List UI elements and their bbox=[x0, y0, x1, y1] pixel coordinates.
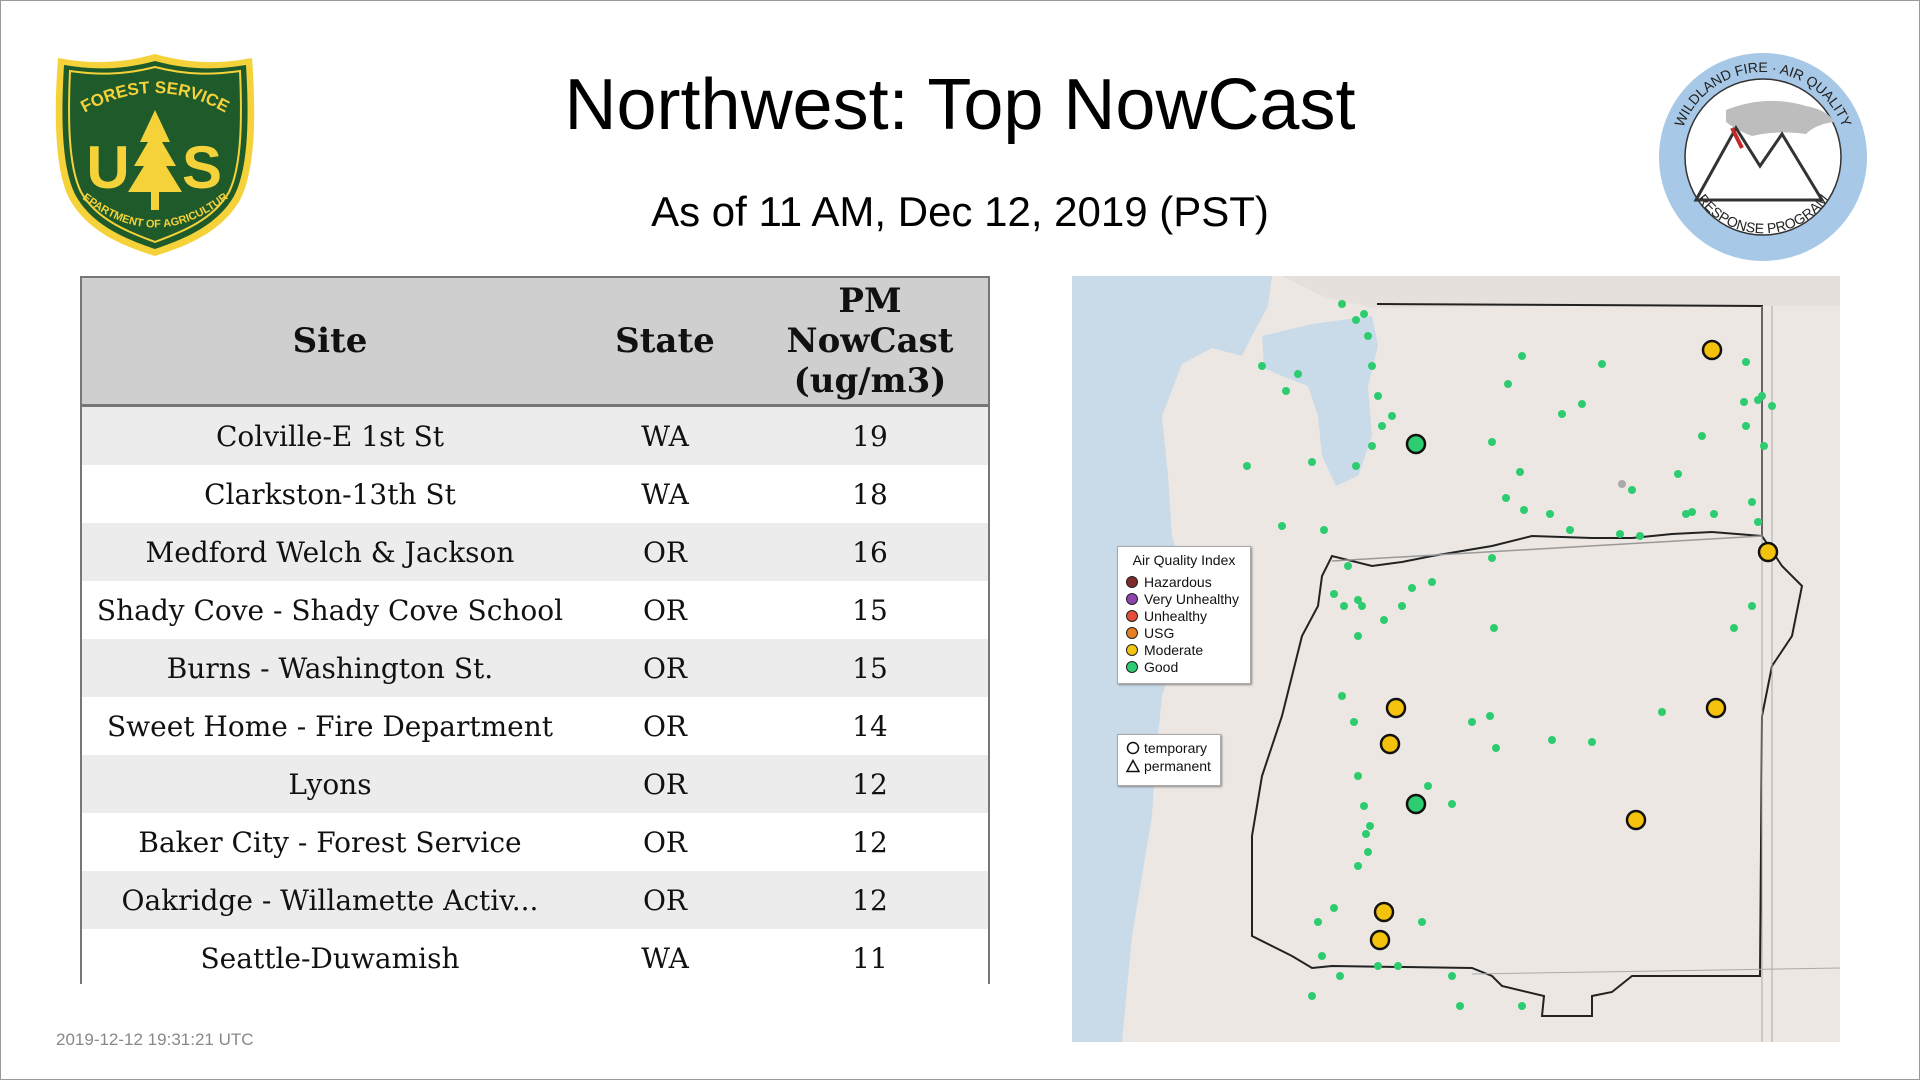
table-row: Oakridge - Willamette Activ... OR 12 bbox=[82, 871, 988, 929]
legend-item-permanent: permanent bbox=[1118, 757, 1220, 775]
cell-site: Oakridge - Willamette Activ... bbox=[82, 871, 578, 929]
table-header-row: Site State PM NowCast (ug/m3) bbox=[82, 278, 988, 407]
cell-value: 12 bbox=[752, 813, 988, 871]
cell-value: 12 bbox=[752, 755, 988, 813]
cell-value: 11 bbox=[752, 929, 988, 987]
table-row: Seattle-Duwamish WA 11 bbox=[82, 929, 988, 987]
cell-site: Clarkston-13th St bbox=[82, 465, 578, 523]
table-row: Sweet Home - Fire Department OR 14 bbox=[82, 697, 988, 755]
moderate-swatch-icon bbox=[1126, 643, 1138, 656]
wa-or-border bbox=[1331, 535, 1763, 562]
cell-site: Sweet Home - Fire Department bbox=[82, 697, 578, 755]
good-sites bbox=[1243, 300, 1776, 1010]
header-site: Site bbox=[82, 278, 578, 407]
cell-state: WA bbox=[578, 405, 752, 465]
cell-site: Lyons bbox=[82, 755, 578, 813]
legend-label: Hazardous bbox=[1144, 573, 1212, 590]
header-pm-line2: NowCast bbox=[786, 321, 954, 361]
aqi-legend-title: Air Quality Index bbox=[1132, 552, 1236, 568]
legend-label: USG bbox=[1144, 624, 1175, 641]
svg-text:U: U bbox=[86, 134, 129, 201]
cell-state: OR bbox=[578, 581, 752, 639]
legend-label: Good bbox=[1144, 658, 1179, 675]
cell-state: OR bbox=[578, 639, 752, 697]
legend-label: Very Unhealthy bbox=[1144, 590, 1239, 607]
cell-site: Medford Welch & Jackson bbox=[82, 523, 578, 581]
aqi-legend: Air Quality Index Hazardous Very Unhealt… bbox=[1117, 546, 1251, 684]
circle-icon bbox=[1126, 741, 1140, 755]
canada-land bbox=[1282, 276, 1840, 308]
cell-state: WA bbox=[578, 465, 752, 523]
legend-item-hazardous: Hazardous bbox=[1118, 573, 1250, 590]
legend-label: permanent bbox=[1144, 758, 1211, 774]
page-title: Northwest: Top NowCast bbox=[564, 65, 1356, 145]
cell-state: OR bbox=[578, 697, 752, 755]
cell-site: Shady Cove - Shady Cove School bbox=[82, 581, 578, 639]
cell-value: 16 bbox=[752, 523, 988, 581]
table-row: Lyons OR 12 bbox=[82, 755, 988, 813]
nodata-site bbox=[1618, 480, 1626, 488]
cell-value: 15 bbox=[752, 581, 988, 639]
generated-timestamp: 2019-12-12 19:31:21 UTC bbox=[56, 1030, 254, 1049]
cell-site: Burns - Washington St. bbox=[82, 639, 578, 697]
legend-label: temporary bbox=[1144, 740, 1208, 756]
legend-item-good: Good bbox=[1118, 658, 1250, 675]
legend-item-moderate: Moderate bbox=[1118, 641, 1250, 658]
header-state: State bbox=[578, 278, 752, 407]
hazardous-swatch-icon bbox=[1126, 575, 1138, 588]
very-unhealthy-swatch-icon bbox=[1126, 592, 1138, 605]
cell-state: WA bbox=[578, 929, 752, 987]
svg-text:S: S bbox=[182, 134, 222, 201]
usg-swatch-icon bbox=[1126, 626, 1138, 639]
temporary-monitors bbox=[1369, 339, 1779, 951]
legend-item-usg: USG bbox=[1118, 624, 1250, 641]
cell-state: OR bbox=[578, 813, 752, 871]
cell-value: 18 bbox=[752, 465, 988, 523]
cell-state: OR bbox=[578, 523, 752, 581]
cell-state: OR bbox=[578, 871, 752, 929]
table-row: Clarkston-13th St WA 18 bbox=[82, 465, 988, 523]
header-pm-line1: PM bbox=[838, 281, 902, 321]
table-row: Shady Cove - Shady Cove School OR 15 bbox=[82, 581, 988, 639]
legend-label: Unhealthy bbox=[1144, 607, 1208, 624]
cell-site: Colville-E 1st St bbox=[82, 405, 578, 465]
forest-service-shield-logo: FOREST SERVICE U S DEPARTMENT OF AGRICUL… bbox=[50, 50, 255, 256]
cell-value: 19 bbox=[752, 405, 988, 465]
page-subtitle: As of 11 AM, Dec 12, 2019 (PST) bbox=[651, 188, 1269, 235]
triangle-icon bbox=[1126, 759, 1140, 773]
cell-value: 15 bbox=[752, 639, 988, 697]
header-pm-line3: (ug/m3) bbox=[793, 361, 947, 401]
cell-site: Seattle-Duwamish bbox=[82, 929, 578, 987]
cell-value: 14 bbox=[752, 697, 988, 755]
table-row: Burns - Washington St. OR 15 bbox=[82, 639, 988, 697]
puget-sound bbox=[1262, 316, 1378, 486]
legend-item-very-unhealthy: Very Unhealthy bbox=[1118, 590, 1250, 607]
table-row: Medford Welch & Jackson OR 16 bbox=[82, 523, 988, 581]
legend-item-unhealthy: Unhealthy bbox=[1118, 607, 1250, 624]
legend-label: Moderate bbox=[1144, 641, 1204, 658]
ca-nv-border bbox=[1471, 967, 1840, 975]
table-row: Colville-E 1st St WA 19 bbox=[82, 405, 988, 465]
legend-item-temporary: temporary bbox=[1118, 739, 1220, 757]
cell-state: OR bbox=[578, 755, 752, 813]
header-pm-nowcast: PM NowCast (ug/m3) bbox=[752, 278, 988, 407]
wildland-fire-aq-seal-logo: WILDLAND FIRE · AIR QUALITY RESPONSE PRO… bbox=[1659, 53, 1867, 261]
good-swatch-icon bbox=[1126, 660, 1138, 673]
shape-legend: temporary permanent bbox=[1117, 734, 1221, 786]
nowcast-table: Site State PM NowCast (ug/m3) Colville-E… bbox=[80, 276, 990, 987]
table-row: Baker City - Forest Service OR 12 bbox=[82, 813, 988, 871]
unhealthy-swatch-icon bbox=[1126, 609, 1138, 622]
cell-value: 12 bbox=[752, 871, 988, 929]
cell-site: Baker City - Forest Service bbox=[82, 813, 578, 871]
